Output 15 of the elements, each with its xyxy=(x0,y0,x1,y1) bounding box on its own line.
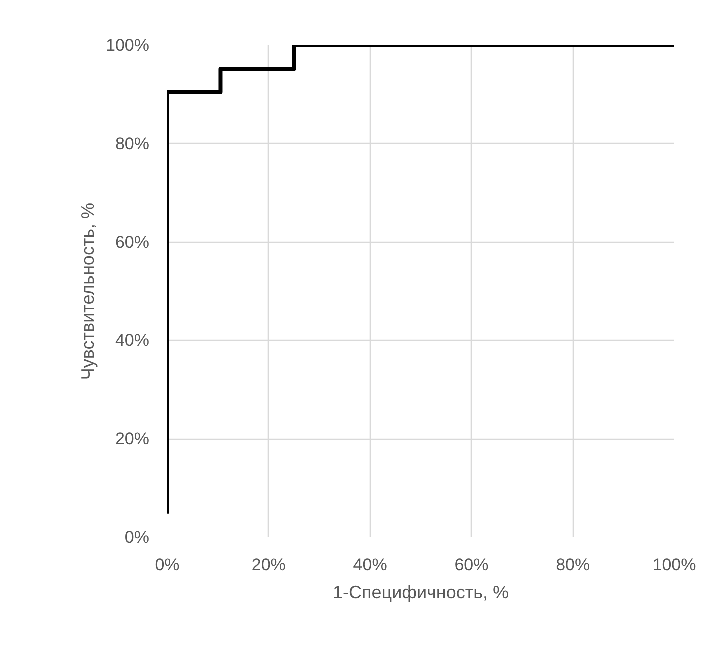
y-axis-title: Чувствительность, % xyxy=(78,202,98,380)
y-tick-label: 80% xyxy=(115,134,150,154)
y-tick-label: 60% xyxy=(115,232,150,252)
x-tick-label: 80% xyxy=(556,556,590,574)
y-tick-label: 0% xyxy=(124,528,150,547)
x-tick-label: 40% xyxy=(353,556,388,574)
line-series xyxy=(168,46,674,516)
x-axis-title: 1-Специфичность, % xyxy=(333,582,509,602)
x-tick-label: 0% xyxy=(155,556,180,574)
y-tick-label: 20% xyxy=(115,430,150,449)
x-tick-label: 60% xyxy=(454,556,489,574)
y-tick-label: 40% xyxy=(115,331,150,350)
x-tick-label: 20% xyxy=(252,556,286,574)
x-tick-label: 100% xyxy=(652,556,696,574)
y-tick-label: 100% xyxy=(106,36,150,55)
